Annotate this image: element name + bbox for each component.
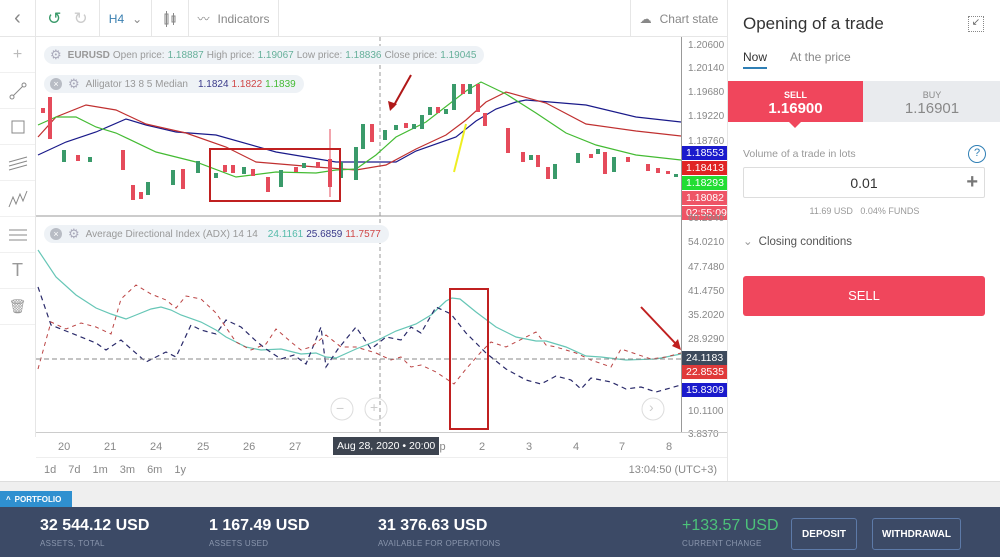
range-1y[interactable]: 1y <box>174 463 186 476</box>
zoom-out-button[interactable]: − <box>336 400 345 416</box>
close-icon[interactable]: × <box>50 78 62 90</box>
volume-label: Volume of a trade in lots <box>743 148 856 160</box>
portfolio-tab[interactable]: ^ PORTFOLIO <box>0 491 72 508</box>
gear-icon[interactable]: ⚙ <box>50 47 62 62</box>
gear-icon[interactable]: ⚙ <box>68 226 80 241</box>
volume-info: 11.69 USD 0.04% FUNDS <box>809 206 920 216</box>
indicators-label: Indicators <box>217 11 270 26</box>
chevron-down-icon: ⌄ <box>743 236 753 248</box>
back-button[interactable]: ‹ <box>0 0 36 37</box>
tab-at-the-price[interactable]: At the price <box>790 50 851 64</box>
candlestick-icon <box>164 10 176 27</box>
chevron-left-icon: ‹ <box>14 7 21 29</box>
assets-total: 32 544.12 USD <box>40 517 150 534</box>
price-axis[interactable]: 1.20600 1.20140 1.19680 1.19220 1.18760 … <box>681 37 728 440</box>
price-chart[interactable]: − + › ⚙ EURUSD Open price: 1.18887 High p… <box>36 37 681 459</box>
time-axis[interactable]: 20 21 24 25 26 27 Sep 2 3 4 7 8 Aug 28, … <box>36 432 727 457</box>
timeframe-select[interactable]: H4 ⌄ <box>100 0 152 37</box>
sell-submit-button[interactable]: SELL <box>743 276 985 316</box>
help-icon[interactable]: ? <box>968 145 986 163</box>
candle-timer: 02:55:09 <box>682 206 728 220</box>
chart-state-button[interactable]: ☁ Chart state <box>630 0 727 37</box>
crosshair-tool[interactable]: + <box>0 37 35 73</box>
crosshair-icon: + <box>12 45 23 63</box>
rectangle-tool[interactable] <box>0 109 35 145</box>
closing-conditions-toggle[interactable]: ⌄ Closing conditions <box>743 236 852 248</box>
current-change-label: CURRENT CHANGE <box>682 539 762 548</box>
range-6m[interactable]: 6m <box>147 463 163 476</box>
cloud-upload-icon: ☁ <box>639 11 652 26</box>
available-funds: 31 376.63 USD <box>378 517 488 534</box>
trendline-icon <box>9 82 26 99</box>
di-plus-tag: 15.8309 <box>682 383 728 397</box>
tab-now[interactable]: Now <box>743 50 768 69</box>
price-tag-red: 1.18413 <box>682 161 728 175</box>
range-7d[interactable]: 7d <box>68 463 81 476</box>
indicators-button[interactable]: 〰 Indicators <box>189 0 279 37</box>
sell-price-button[interactable]: SELL 1.16900 <box>728 81 863 128</box>
assets-used-label: ASSETS USED <box>209 539 269 548</box>
adx-tag: 24.1183 <box>682 351 728 365</box>
range-1d[interactable]: 1d <box>44 463 57 476</box>
account-footer: 32 544.12 USD ASSETS, TOTAL 1 167.49 USD… <box>0 507 1000 557</box>
gear-icon[interactable]: ⚙ <box>68 76 80 91</box>
indicators-icon: 〰 <box>197 12 210 26</box>
withdrawal-button[interactable]: WITHDRAWAL <box>872 518 961 550</box>
timeframe-value: H4 <box>108 11 125 26</box>
text-tool[interactable]: T <box>0 253 35 289</box>
assets-used: 1 167.49 USD <box>209 517 310 534</box>
zoom-in-button[interactable]: + <box>370 399 379 415</box>
di-minus-tag: 22.8535 <box>682 365 728 379</box>
drawing-toolbar: + T 🗑 <box>0 37 36 437</box>
assets-total-label: ASSETS, TOTAL <box>40 539 105 548</box>
portfolio-strip: ^ PORTFOLIO <box>0 481 1000 508</box>
buy-price-button[interactable]: BUY 1.16901 <box>863 81 1000 122</box>
chart-state-label: Chart state <box>659 11 719 26</box>
trade-panel: Opening of a trade ↙ Now At the price SE… <box>727 0 1000 481</box>
chart-type-button[interactable] <box>152 0 189 37</box>
range-selector: 1d 7d 1m 3m 6m 1y 13:04:50 (UTC+3) <box>36 457 727 481</box>
crosshair-time-label: Aug 28, 2020 • 20:00 <box>333 437 440 455</box>
rectangle-icon <box>11 120 24 133</box>
symbol-info-legend: ⚙ EURUSD Open price: 1.18887 High price: 1… <box>44 46 485 64</box>
available-funds-label: AVAILABLE FOR OPERATIONS <box>378 539 501 548</box>
candles <box>41 84 678 200</box>
collapse-panel-icon[interactable]: ↙ <box>968 16 984 32</box>
line-tool[interactable] <box>0 73 35 109</box>
trash-icon: 🗑 <box>8 298 27 314</box>
range-3m[interactable]: 3m <box>119 463 136 476</box>
zigzag-icon <box>8 190 27 207</box>
parallel-lines-icon <box>8 156 27 170</box>
price-tag-green: 1.18293 <box>682 176 728 190</box>
current-change: +133.57 USD <box>682 517 779 534</box>
redo-icon[interactable]: ↻ <box>73 8 88 28</box>
range-1m[interactable]: 1m <box>92 463 108 476</box>
clock: 13:04:50 (UTC+3) <box>628 463 717 476</box>
plus-icon[interactable]: + <box>966 171 978 193</box>
chart-toolbar: ‹ ↺ ↻ H4 ⌄ 〰 Indicators ☁ Chart state <box>0 0 727 37</box>
price-tag-blue: 1.18553 <box>682 146 728 160</box>
close-icon[interactable]: × <box>50 228 62 240</box>
fib-levels-icon <box>8 229 27 240</box>
price-tag-current: 1.18082 <box>682 191 728 205</box>
deposit-button[interactable]: DEPOSIT <box>791 518 857 550</box>
scroll-right-button[interactable]: › <box>649 399 654 415</box>
chevron-down-icon: ⌄ <box>132 11 143 26</box>
channel-tool[interactable] <box>0 145 35 181</box>
delete-drawings-button[interactable]: 🗑 <box>0 289 35 325</box>
volume-input[interactable]: 0.01 + <box>743 167 985 198</box>
undo-icon[interactable]: ↺ <box>47 8 62 28</box>
panel-title: Opening of a trade <box>743 14 884 33</box>
text-icon: T <box>12 260 23 280</box>
chevron-up-icon: ^ <box>6 495 11 504</box>
adx-legend: × ⚙ Average Directional Index (ADX) 14 1… <box>44 225 389 243</box>
pattern-tool[interactable] <box>0 181 35 217</box>
fibonacci-tool[interactable] <box>0 217 35 253</box>
alligator-legend: × ⚙ Alligator 13 8 5 Median 1.1824 1.182… <box>44 75 304 93</box>
